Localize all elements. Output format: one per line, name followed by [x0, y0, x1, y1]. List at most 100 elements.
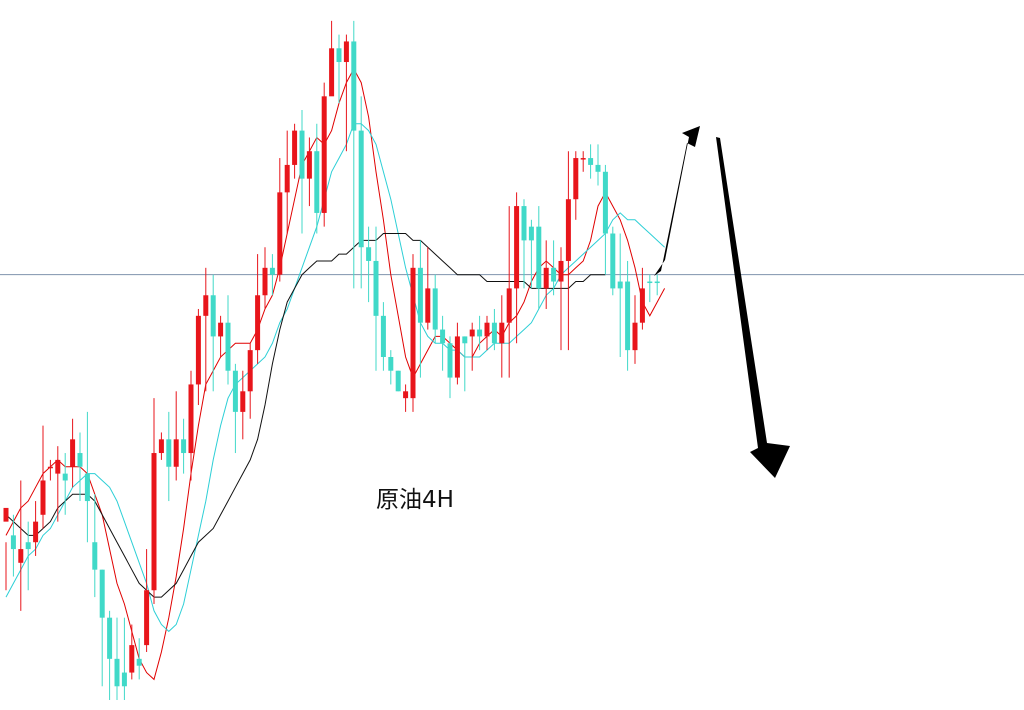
candlestick	[299, 110, 305, 234]
candlestick	[639, 267, 645, 330]
candlestick	[144, 549, 150, 652]
candle-body	[595, 164, 601, 172]
candlestick	[232, 363, 238, 454]
candle-body	[33, 521, 39, 543]
candlestick	[136, 638, 142, 680]
candle-body	[380, 315, 386, 357]
down-arrow-icon	[716, 137, 790, 478]
candlestick	[255, 254, 261, 364]
candlestick	[269, 254, 275, 296]
candlestick	[447, 336, 453, 399]
candlestick	[610, 226, 616, 296]
candle-body	[469, 329, 475, 337]
candle-body	[410, 267, 416, 399]
candle-body	[647, 281, 653, 284]
candlestick-layer	[3, 20, 660, 700]
candlestick	[351, 20, 357, 289]
candlestick	[225, 295, 231, 385]
candlestick	[47, 459, 53, 481]
candle-body	[425, 288, 431, 323]
candlestick	[151, 398, 157, 604]
candlestick	[543, 240, 549, 309]
candlestick	[40, 425, 46, 529]
candle-body	[306, 151, 312, 179]
candlestick	[188, 370, 194, 481]
candlestick	[121, 617, 127, 700]
candle-body	[329, 48, 335, 97]
candlestick	[647, 274, 653, 303]
candlestick	[62, 453, 68, 515]
candle-body	[240, 391, 246, 412]
candlestick	[329, 20, 335, 97]
candlestick	[33, 501, 39, 556]
candle-body	[336, 48, 342, 63]
candle-body	[232, 370, 238, 412]
candle-body	[269, 267, 275, 275]
candle-body	[580, 158, 586, 160]
moving-average-line-2	[5, 123, 665, 633]
candle-body	[225, 322, 231, 371]
candlestick	[18, 480, 24, 611]
candle-body	[181, 439, 187, 454]
candlestick	[469, 322, 475, 371]
candle-body	[602, 171, 608, 234]
candlestick	[602, 164, 608, 275]
candlestick	[99, 569, 105, 687]
candlestick	[417, 240, 423, 378]
candlestick	[10, 514, 16, 577]
candle-body	[321, 96, 327, 213]
candle-body	[188, 384, 194, 454]
candlestick	[573, 151, 579, 220]
candle-body	[558, 260, 564, 282]
candlestick	[506, 206, 512, 378]
candle-body	[92, 542, 98, 570]
candle-body	[565, 199, 571, 261]
candlestick	[484, 315, 490, 351]
candle-body	[84, 473, 90, 502]
candle-body	[277, 192, 283, 275]
candlestick	[343, 34, 349, 152]
candle-body	[417, 267, 423, 323]
candle-body	[654, 281, 660, 284]
candle-body	[617, 281, 623, 289]
candlestick	[521, 199, 527, 289]
candlestick	[395, 370, 401, 392]
candle-body	[40, 480, 46, 515]
candle-body	[484, 322, 490, 337]
arrow-layer	[654, 126, 790, 478]
candlestick	[454, 322, 460, 385]
candlestick	[55, 446, 61, 522]
candle-body	[151, 453, 157, 591]
candlestick	[92, 494, 98, 598]
candle-body	[77, 453, 83, 467]
candlestick	[25, 521, 31, 591]
candlestick	[336, 34, 342, 104]
candlestick	[166, 411, 172, 502]
candle-body	[25, 542, 31, 550]
candlestick	[366, 226, 372, 303]
candle-body	[210, 295, 216, 337]
candle-body	[343, 41, 349, 63]
candle-body	[158, 439, 164, 454]
candle-body	[314, 151, 320, 213]
candle-body	[99, 569, 105, 618]
chart-annotation: 原油4H	[376, 487, 454, 513]
candle-body	[10, 535, 16, 550]
candle-body	[47, 466, 53, 469]
candlestick	[203, 267, 209, 392]
candle-body	[351, 41, 357, 131]
candle-body	[625, 281, 631, 351]
candle-body	[388, 357, 394, 371]
candlestick	[195, 308, 201, 406]
candle-body	[499, 322, 505, 344]
candlestick	[625, 260, 631, 371]
candlestick	[262, 247, 268, 309]
candle-body	[173, 439, 179, 467]
candlestick	[306, 137, 312, 207]
candle-body	[403, 391, 409, 399]
candle-body	[506, 288, 512, 323]
candle-body	[514, 206, 520, 289]
candlestick	[410, 254, 416, 412]
moving-average-line-1	[5, 67, 666, 681]
candle-body	[129, 645, 135, 673]
